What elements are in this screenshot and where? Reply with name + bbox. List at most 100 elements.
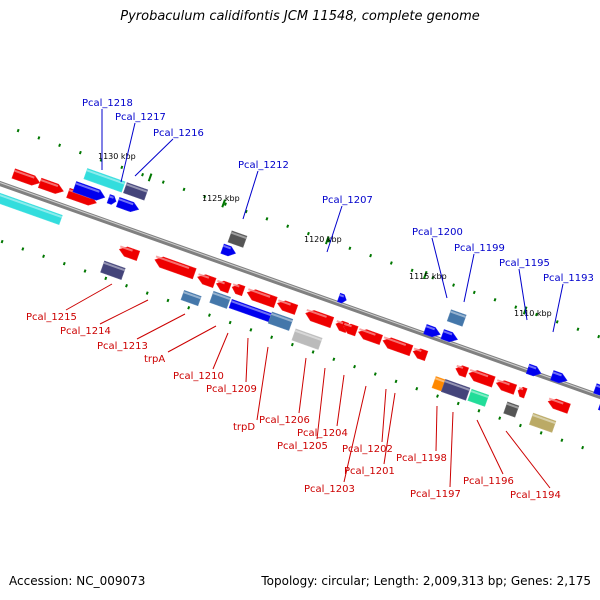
tick-dot: [389, 261, 393, 265]
gene-arrow: [231, 283, 246, 297]
label-leader-line: [435, 405, 438, 452]
tick-dot: [436, 394, 439, 398]
gene-arrow: [197, 274, 217, 289]
gene-label: Pcal_1202: [342, 444, 393, 455]
tick-dot: [187, 306, 191, 310]
gene-arrow-shine: [552, 371, 562, 377]
label-leader-line: [99, 299, 149, 325]
tick-dot: [452, 283, 455, 287]
gene-arrow: [440, 379, 471, 401]
tick-dot: [514, 305, 518, 309]
label-leader-line: [381, 388, 387, 443]
gene-arrow-shine: [217, 279, 225, 285]
gene-label: Pcal_1217: [115, 112, 166, 123]
label-leader-line: [383, 392, 396, 465]
tick-dot: [42, 254, 46, 259]
gene-arrow-shine: [595, 384, 600, 389]
label-leader-line: [298, 357, 307, 414]
tick-dot: [456, 401, 460, 406]
gene-arrow-shine: [271, 312, 293, 323]
gene-arrow: [357, 329, 384, 346]
gene-arrow-shine: [470, 390, 489, 399]
gene-label: Pcal_1212: [238, 160, 289, 171]
label-leader-line: [256, 346, 269, 421]
tick-dot: [539, 431, 543, 435]
label-leader-line: [167, 325, 217, 353]
gene-arrow-shine: [434, 377, 446, 383]
gene-arrow-shine: [198, 273, 210, 279]
major-tick: [147, 173, 153, 182]
tick-dot: [369, 253, 373, 258]
gene-arrow: [455, 365, 470, 378]
gene-arrow-shine: [443, 330, 453, 336]
gene-arrow: [495, 380, 518, 395]
gene-label: Pcal_1200: [412, 227, 463, 238]
gene-arrow-shine: [212, 292, 231, 301]
gene-arrow: [276, 300, 299, 315]
genome-stats-text: Topology: circular; Length: 2,009,313 bp…: [261, 574, 591, 588]
tick-label: 1130 kbp: [98, 152, 136, 161]
gene-arrow-shine: [306, 308, 327, 318]
gene-arrow: [83, 168, 126, 193]
tick-dot: [78, 150, 82, 155]
tick-dot: [249, 328, 253, 332]
gene-label: trpD: [233, 422, 255, 433]
gene-arrow-shine: [456, 364, 464, 369]
tick-dot: [145, 291, 149, 295]
tick-dot: [83, 269, 87, 273]
gene-label: Pcal_1196: [463, 476, 514, 487]
gene-arrow: [123, 182, 149, 201]
gene-arrow-shine: [548, 397, 564, 405]
gene-arrow-shine: [86, 169, 125, 185]
gene-label: Pcal_1195: [499, 258, 550, 269]
gene-arrow: [382, 337, 414, 357]
gene-arrow: [446, 309, 467, 327]
tick-dot: [265, 217, 269, 221]
tick-dot: [37, 136, 41, 140]
gene-label: Pcal_1193: [543, 273, 594, 284]
tick-label: 1125 kbp: [202, 194, 240, 203]
tick-dot: [224, 202, 227, 206]
gene-arrow-shine: [339, 294, 345, 298]
gene-arrow-shine: [231, 300, 272, 317]
gene-arrow-shine: [518, 386, 524, 391]
gene-label: Pcal_1201: [344, 466, 395, 477]
label-leader-line: [336, 374, 345, 427]
accession-text: Accession: NC_009073: [9, 574, 146, 588]
label-leader-line: [136, 313, 186, 340]
tick-dot: [431, 275, 435, 280]
tick-dot: [373, 372, 377, 376]
gene-arrow-shine: [343, 322, 352, 328]
gene-arrow: [118, 246, 141, 261]
genome-backbone: [0, 180, 600, 400]
tick-dot: [21, 247, 25, 251]
gene-label: Pcal_1207: [322, 195, 373, 206]
gene-arrow: [517, 386, 528, 399]
label-leader-line: [343, 385, 367, 483]
label-leader-line: [212, 332, 229, 370]
gene-arrow-shine: [496, 379, 510, 386]
label-leader-line: [316, 367, 326, 440]
gene-arrow: [209, 290, 231, 309]
tick-dot: [415, 386, 419, 391]
tick-dot: [161, 180, 165, 184]
tick-dot: [535, 312, 538, 317]
gene-arrow: [503, 401, 520, 418]
tick-dot: [104, 276, 108, 281]
gene-arrow-shine: [294, 329, 322, 342]
gene-arrow: [0, 191, 63, 225]
tick-dot: [166, 298, 170, 303]
gene-arrow-shine: [506, 402, 519, 409]
gene-arrow: [180, 290, 202, 307]
page-title: Pyrobaculum calidifontis JCM 11548, comp…: [120, 9, 480, 24]
label-leader-line: [449, 411, 454, 488]
tick-dot: [120, 165, 124, 170]
tick-dot: [394, 379, 398, 384]
gene-label: trpA: [144, 354, 165, 365]
tick-dot: [207, 313, 211, 317]
gene-arrow-shine: [383, 336, 407, 346]
gene-arrow-shine: [532, 414, 556, 424]
tick-dot: [560, 438, 564, 442]
genome-backbone-highlight: [0, 182, 600, 396]
